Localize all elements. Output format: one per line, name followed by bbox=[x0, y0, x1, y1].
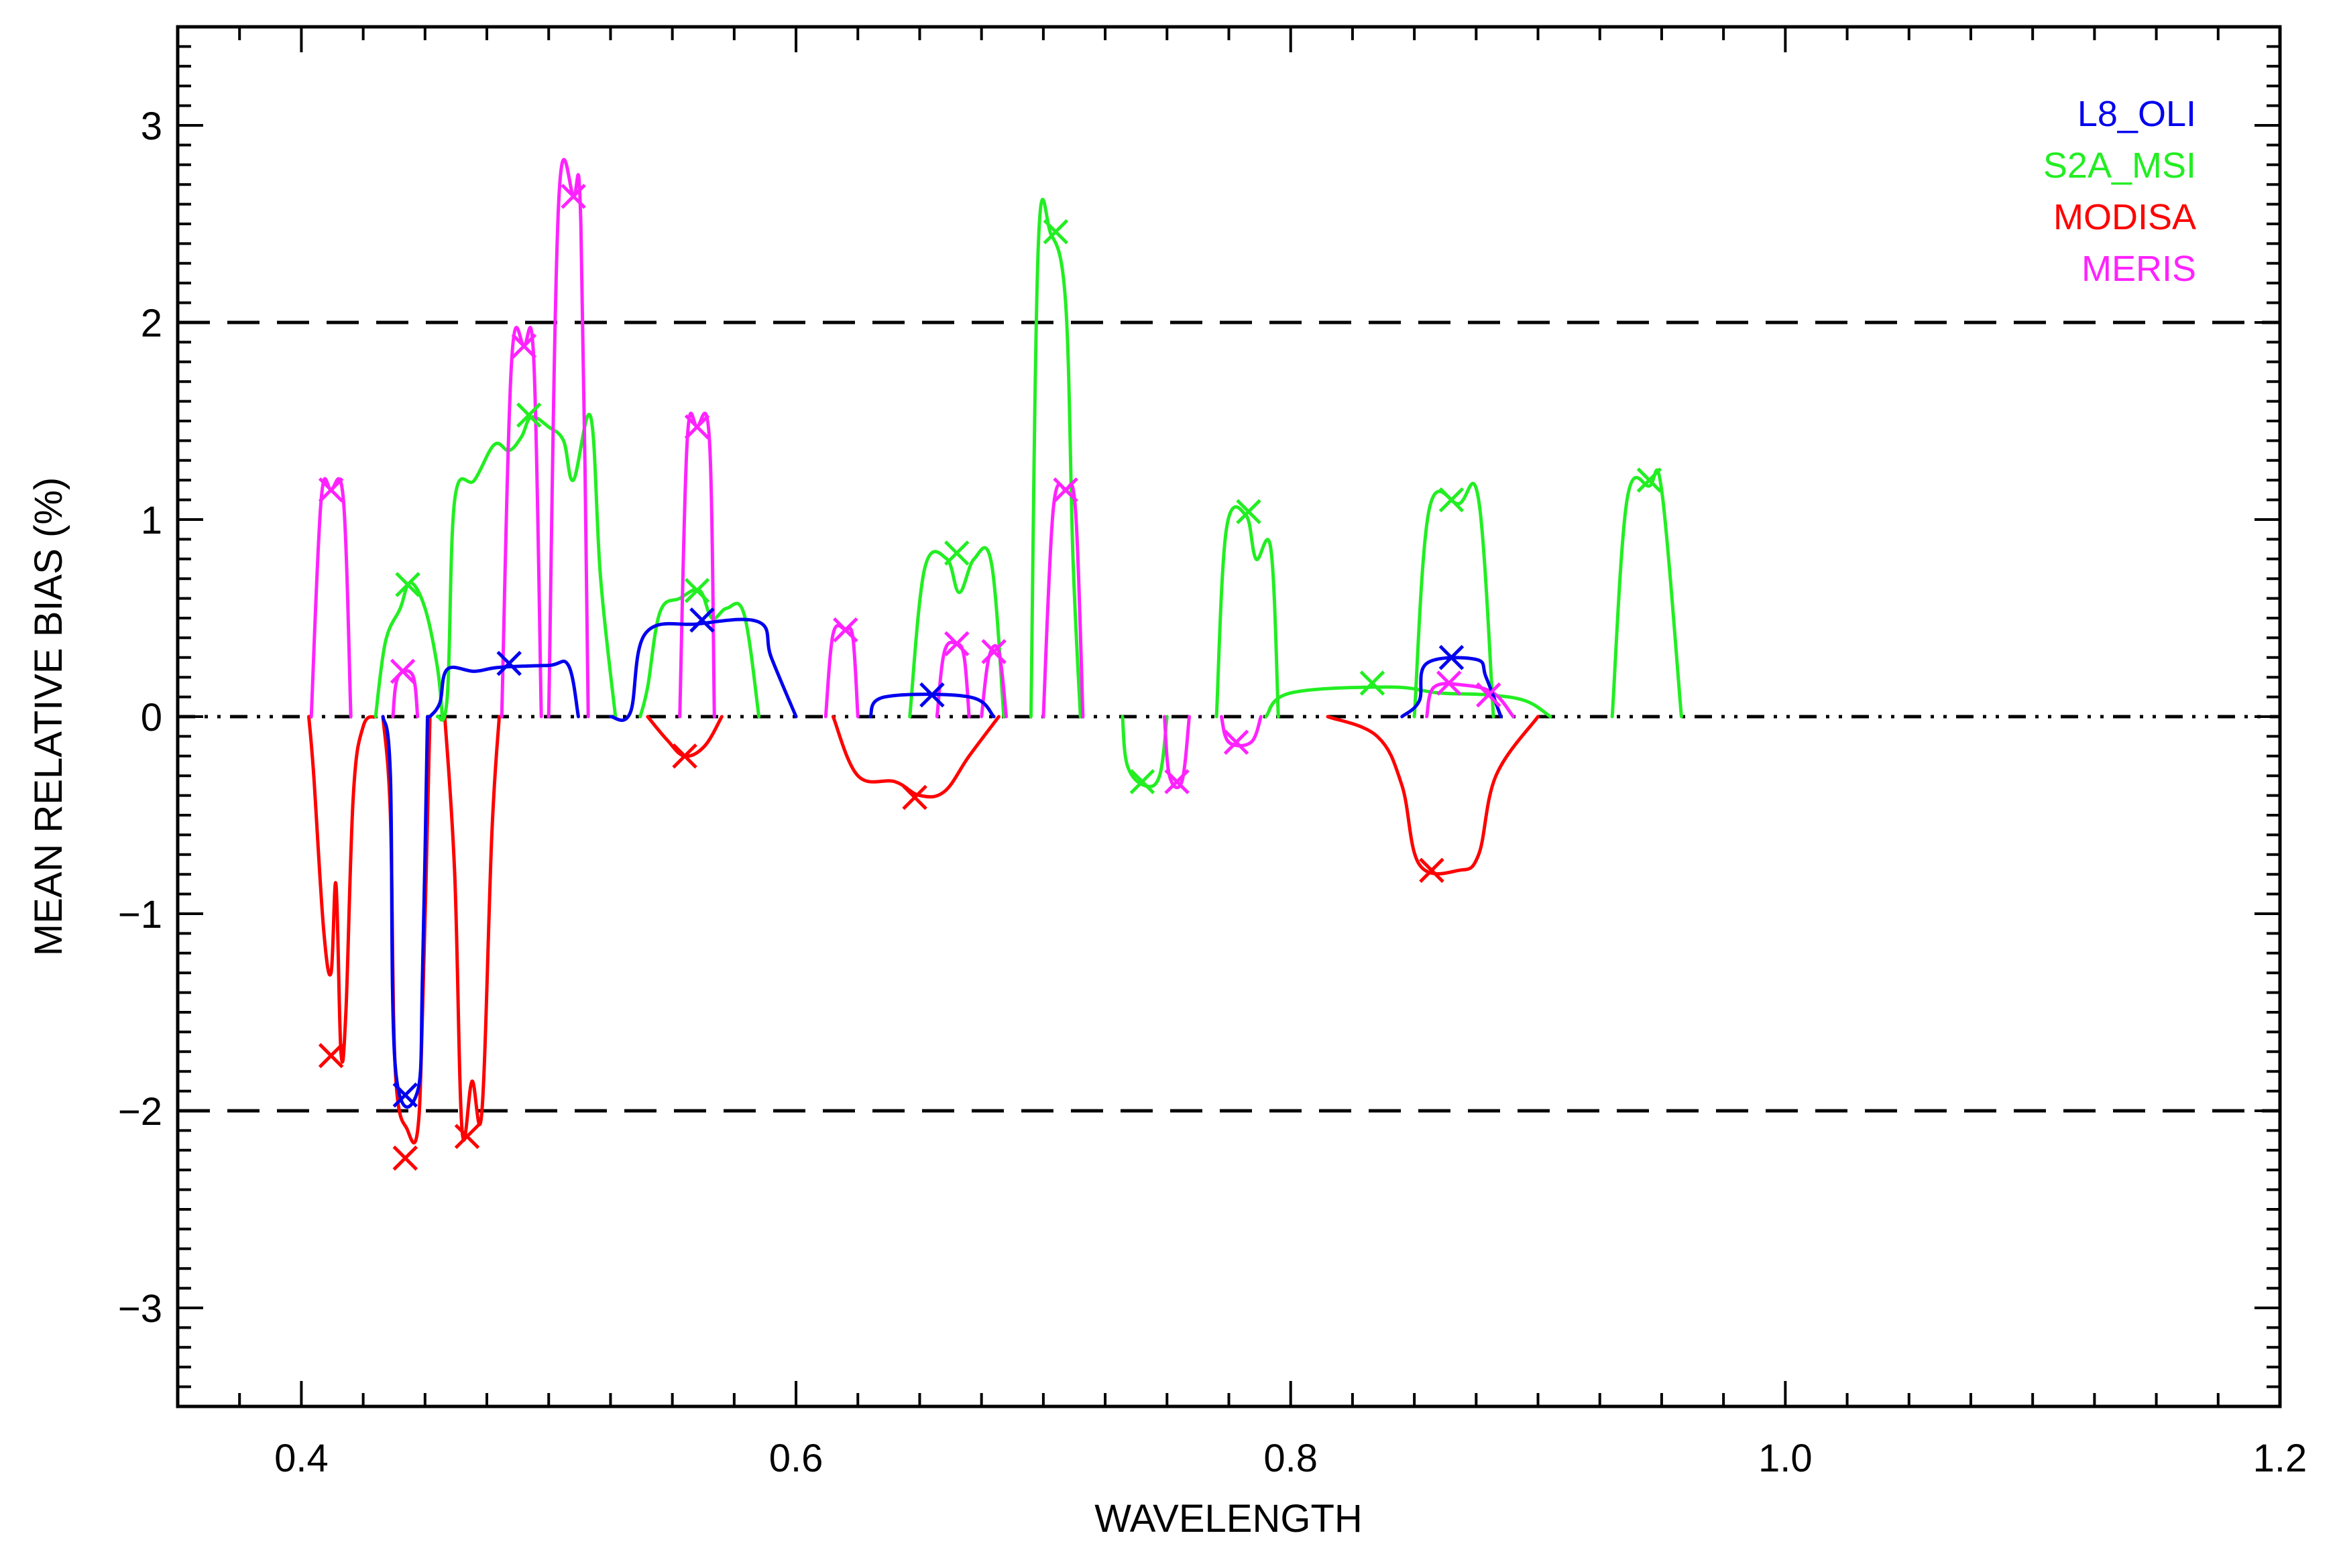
x-tick-label: 0.8 bbox=[1263, 1437, 1318, 1480]
legend-entry-modisa: MODISA bbox=[2053, 197, 2196, 237]
series-s2a-msi-band-8 bbox=[1412, 481, 1495, 719]
y-tick-label: 2 bbox=[141, 302, 162, 345]
marker-meris-6 bbox=[944, 631, 970, 656]
plot-markers bbox=[318, 184, 1662, 1171]
series-s2a-msi-band-1 bbox=[435, 412, 618, 722]
marker-meris-8 bbox=[1053, 477, 1078, 503]
y-tick-label: −3 bbox=[118, 1287, 162, 1331]
x-tick-label: 0.4 bbox=[274, 1437, 329, 1480]
marker-meris-11 bbox=[1436, 670, 1462, 696]
marker-meris-12 bbox=[1475, 682, 1501, 708]
legend-entry-meris: MERIS bbox=[2081, 249, 2196, 289]
series-modisa-band-2 bbox=[443, 715, 501, 1142]
series-modisa-band-0 bbox=[307, 715, 378, 1064]
axis-tick-labels: 0.4 0.6 0.8 1.0 1.2 −3 −2 −1 0 1 2 3 bbox=[118, 105, 2307, 1480]
marker-l8-oli-2 bbox=[689, 607, 715, 633]
marker-modisa-2 bbox=[454, 1124, 480, 1149]
y-tick-label: 3 bbox=[141, 105, 162, 148]
marker-s2a-msi-7 bbox=[1359, 670, 1385, 696]
series-s2a-msi-band-3 bbox=[908, 546, 1006, 719]
marker-meris-3 bbox=[561, 184, 586, 209]
x-tick-label: 1.0 bbox=[1758, 1437, 1813, 1480]
marker-meris-4 bbox=[684, 414, 710, 440]
legend: L8_OLI S2A_MSI MODISA MERIS bbox=[2043, 94, 2196, 289]
series-s2a-msi-band-6 bbox=[1214, 505, 1280, 719]
x-tick-label: 0.6 bbox=[769, 1437, 823, 1480]
marker-modisa-5 bbox=[1419, 857, 1444, 884]
y-tick-label: −2 bbox=[118, 1090, 162, 1134]
marker-s2a-msi-8 bbox=[1438, 487, 1465, 513]
x-tick-label: 1.2 bbox=[2253, 1437, 2307, 1480]
marker-modisa-4 bbox=[902, 784, 927, 810]
marker-s2a-msi-5 bbox=[1129, 769, 1155, 794]
marker-s2a-msi-0 bbox=[395, 572, 420, 597]
y-tick-label: 1 bbox=[141, 499, 162, 542]
series-meris-band-9 bbox=[1163, 715, 1191, 790]
marker-s2a-msi-6 bbox=[1236, 499, 1261, 525]
legend-entry-s2a-msi: S2A_MSI bbox=[2043, 145, 2196, 186]
marker-meris-0 bbox=[318, 477, 344, 503]
series-modisa-band-4 bbox=[831, 715, 1001, 799]
series-s2a-msi-band-9 bbox=[1610, 468, 1683, 719]
marker-meris-7 bbox=[981, 639, 1007, 664]
marker-l8-oli-1 bbox=[496, 650, 522, 676]
series-s2a-msi-band-2 bbox=[638, 588, 761, 719]
plot-frame bbox=[176, 25, 2282, 1408]
axis-ticks bbox=[176, 25, 2281, 1408]
series-s2a-msi-band-7 bbox=[1264, 685, 1552, 719]
marker-s2a-msi-4 bbox=[1043, 219, 1069, 245]
marker-l8-oli-0 bbox=[392, 1082, 418, 1108]
series-meris-band-7 bbox=[980, 644, 1009, 719]
marker-s2a-msi-3 bbox=[944, 540, 970, 566]
marker-l8-oli-4 bbox=[1438, 645, 1465, 670]
series-s2a-msi-band-4 bbox=[1029, 198, 1082, 719]
marker-l8-oli-3 bbox=[919, 682, 945, 708]
marker-meris-5 bbox=[833, 617, 858, 643]
series-l8-oli-band-4 bbox=[1400, 656, 1503, 719]
x-axis-title: WAVELENGTH bbox=[1094, 1497, 1363, 1541]
marker-meris-2 bbox=[511, 333, 537, 359]
marker-modisa-1 bbox=[392, 1145, 418, 1171]
marker-modisa-0 bbox=[318, 1042, 344, 1069]
marker-meris-1 bbox=[390, 658, 416, 684]
series-l8-oli-band-0 bbox=[381, 715, 429, 1109]
y-axis-title: MEAN RELATIVE BIAS (%) bbox=[27, 477, 70, 956]
marker-meris-10 bbox=[1223, 729, 1249, 755]
y-tick-label: −1 bbox=[118, 893, 162, 937]
marker-modisa-3 bbox=[672, 743, 697, 769]
series-meris-band-11 bbox=[1425, 682, 1516, 719]
marker-meris-9 bbox=[1164, 769, 1190, 794]
series-l8-oli-band-1 bbox=[428, 659, 580, 719]
series-l8-oli-band-3 bbox=[868, 692, 996, 719]
legend-entry-l8-oli: L8_OLI bbox=[2077, 94, 2196, 134]
marker-s2a-msi-1 bbox=[516, 402, 542, 428]
reference-lines bbox=[178, 320, 2280, 1113]
marker-s2a-msi-2 bbox=[684, 578, 710, 603]
y-tick-label: 0 bbox=[141, 696, 162, 739]
marker-s2a-msi-9 bbox=[1636, 467, 1662, 493]
